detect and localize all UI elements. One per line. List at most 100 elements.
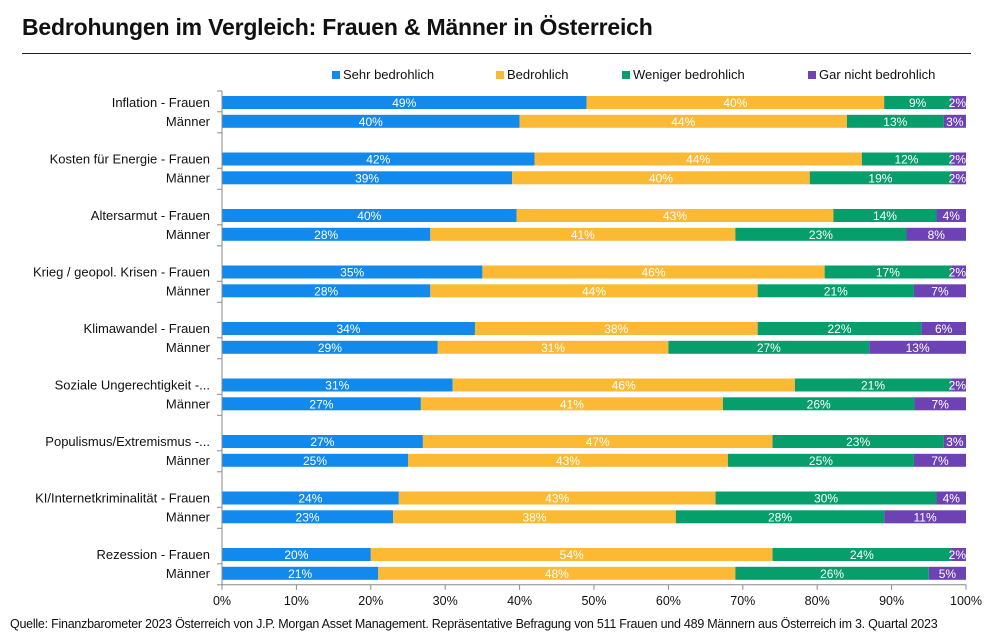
bar-segment: [936, 491, 966, 505]
data-label: 8%: [928, 228, 946, 242]
bar-segment: [869, 340, 966, 354]
data-label: 40%: [359, 115, 383, 129]
bar-segment: [534, 152, 862, 166]
y-axis-labels: Inflation - Frauen Männer Kosten für Energ…: [33, 95, 211, 581]
data-label: 35%: [340, 266, 364, 280]
data-label: 44%: [686, 153, 710, 167]
bar-segment: [430, 227, 736, 241]
bar-segment: [420, 397, 723, 411]
data-label: 48%: [545, 567, 569, 581]
chart-title: Bedrohungen im Vergleich: Frauen & Männe…: [22, 14, 653, 40]
bar-segment: [727, 453, 914, 467]
bar-segment: [222, 378, 453, 392]
data-label: 5%: [939, 567, 957, 581]
bar-segment: [715, 491, 937, 505]
data-label: 26%: [807, 397, 831, 411]
legend-swatch: [332, 70, 340, 79]
data-label: 46%: [612, 379, 636, 393]
data-label: 3%: [946, 435, 964, 449]
legend-label: Bedrohlich: [507, 67, 569, 82]
bar-segment: [519, 114, 847, 128]
data-label: 13%: [883, 115, 907, 129]
data-label: 42%: [366, 153, 390, 167]
category-label: Männer: [166, 283, 211, 298]
data-label: 27%: [310, 435, 334, 449]
legend-item-bedrohlich: Bedrohlich: [496, 67, 568, 82]
bar-segment: [943, 435, 966, 448]
data-label: 24%: [298, 492, 322, 506]
data-label: 29%: [318, 341, 342, 355]
bar-segment: [675, 510, 885, 524]
data-label: 21%: [824, 284, 848, 298]
data-label: 22%: [828, 322, 852, 336]
category-label: Inflation - Frauen: [112, 95, 210, 110]
data-label: 4%: [943, 209, 961, 223]
category-label: Populismus/Extremismus -...: [45, 434, 210, 449]
bar-segment: [222, 171, 513, 185]
bar-segment: [913, 284, 966, 298]
x-axis-ticks: 0% 10% 20% 30% 40% 50% 60% 70% 80% 90% 100%: [213, 584, 982, 608]
bar-segment: [222, 96, 587, 109]
bar-segment: [951, 171, 966, 185]
data-label: 2%: [949, 96, 967, 110]
bar-segment: [222, 114, 520, 128]
category-label: Männer: [166, 509, 211, 524]
bar-segment: [951, 378, 966, 392]
data-label: 41%: [560, 397, 584, 411]
bar-segment: [222, 453, 408, 467]
title-divider: [22, 53, 971, 54]
bar-segment: [906, 227, 966, 241]
bar-segment: [936, 209, 966, 222]
bar-segment: [951, 265, 966, 279]
bar-segment: [222, 435, 423, 448]
data-label: 3%: [946, 115, 964, 129]
bar-segment: [846, 114, 944, 128]
legend-swatch: [622, 70, 630, 79]
data-label: 2%: [949, 266, 967, 280]
category-label: Kosten für Energie - Frauen: [50, 152, 210, 167]
bar-segment: [222, 227, 431, 241]
bar-segment: [884, 510, 966, 524]
bar-segment: [668, 340, 870, 354]
bar-segment: [586, 96, 885, 109]
data-label: 27%: [309, 397, 333, 411]
bar-segment: [809, 171, 952, 185]
bar-segment: [222, 209, 517, 222]
data-label: 54%: [560, 548, 584, 562]
bar-segment: [452, 378, 795, 392]
x-tick-label: 50%: [581, 594, 606, 608]
data-label: 28%: [314, 284, 338, 298]
x-tick-label: 80%: [805, 594, 830, 608]
data-label: 12%: [894, 153, 918, 167]
data-label: 23%: [296, 510, 320, 524]
bar-segment: [516, 209, 834, 222]
data-label: 23%: [809, 228, 833, 242]
legend-item-sehr-bedrohlich: Sehr bedrohlich: [332, 67, 434, 82]
bar-segment: [222, 340, 438, 354]
x-tick-label: 20%: [358, 594, 383, 608]
legend-item-weniger-bedrohlich: Weniger bedrohlich: [622, 67, 745, 82]
category-label: Männer: [166, 227, 211, 242]
legend-label: Gar nicht bedrohlich: [819, 67, 936, 82]
bar-segment: [222, 322, 475, 335]
x-tick-label: 10%: [284, 594, 309, 608]
bar-segment: [222, 397, 421, 411]
bar-segment: [512, 171, 810, 185]
x-tick-label: 70%: [730, 594, 755, 608]
bar-segment: [422, 435, 773, 448]
data-label: 46%: [642, 266, 666, 280]
data-label: 2%: [949, 153, 967, 167]
bar-segment: [482, 265, 825, 279]
bar-segment: [951, 152, 966, 166]
data-label: 38%: [604, 322, 628, 336]
data-label: 25%: [303, 454, 327, 468]
data-label: 2%: [949, 379, 967, 393]
data-label: 47%: [586, 435, 610, 449]
bar-segment: [222, 284, 431, 298]
data-label: 21%: [288, 567, 312, 581]
bar-segment: [735, 227, 907, 241]
x-tick-label: 40%: [507, 594, 532, 608]
data-label: 28%: [314, 228, 338, 242]
bar-segment: [408, 453, 728, 467]
data-label: 6%: [935, 322, 953, 336]
